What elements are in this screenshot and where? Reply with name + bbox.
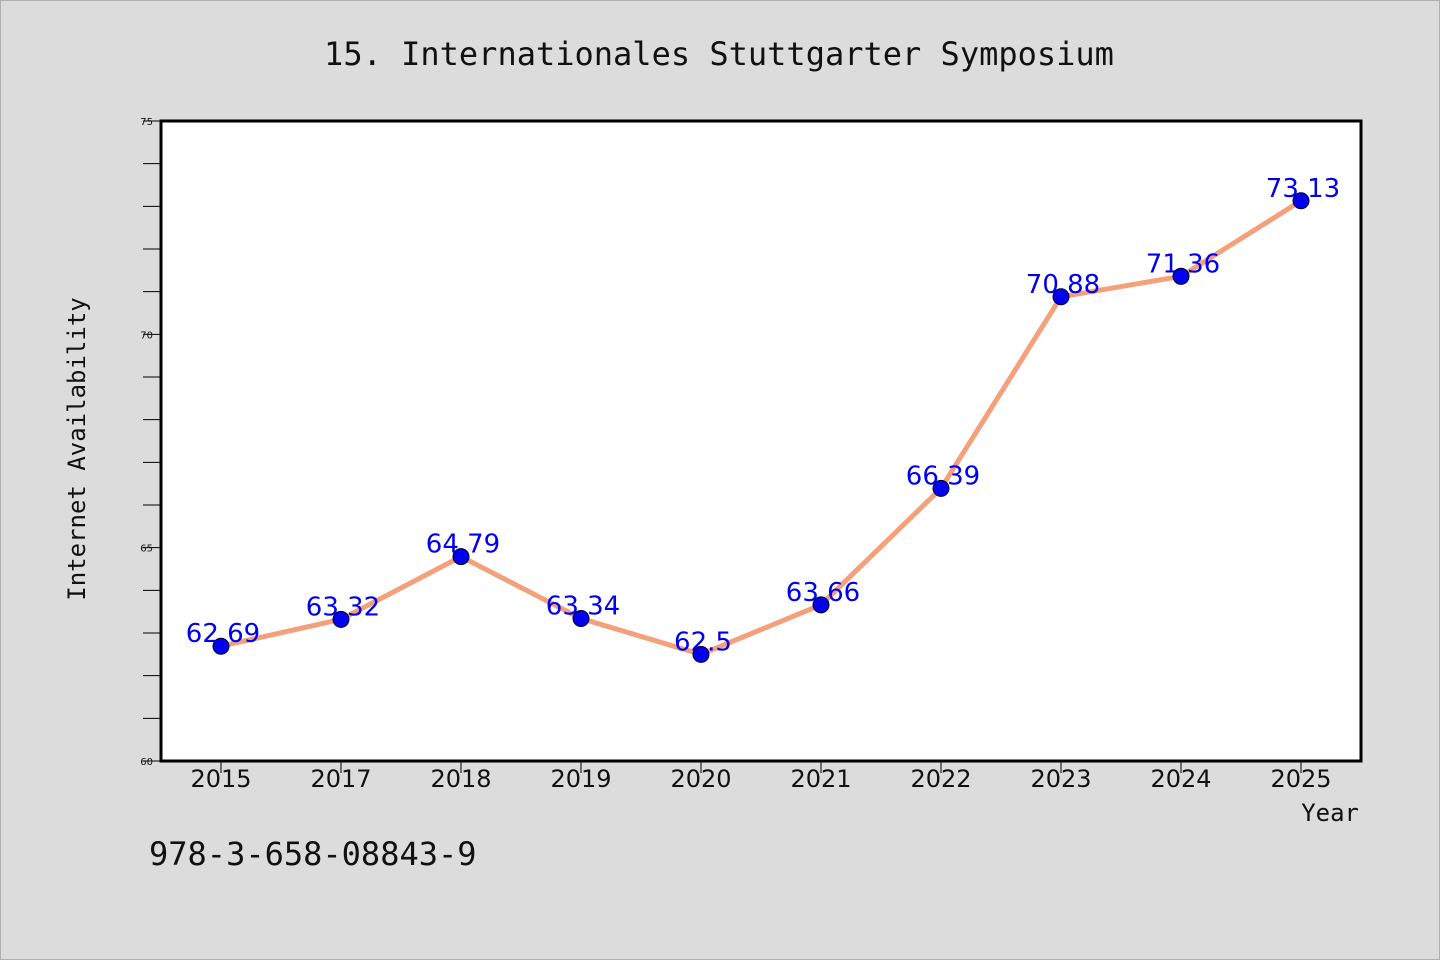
data-point <box>1292 192 1310 210</box>
x-axis: 2015 2017 2018 2019 2020 2021 2022 2023 2024 2025 <box>190 761 1332 793</box>
data-point <box>932 479 950 497</box>
x-tick-label: 2025 <box>1270 765 1331 793</box>
series-layer: 62.6963.3264.7963.3462.563.6666.3970.887… <box>186 174 1340 663</box>
data-point <box>1052 288 1070 306</box>
series-line <box>218 198 1304 657</box>
x-axis-label: Year <box>1301 799 1359 827</box>
y-tick-label: 65 <box>140 544 153 555</box>
data-point <box>452 548 470 566</box>
x-tick-label: 2015 <box>190 765 251 793</box>
x-tick-label: 2021 <box>790 765 851 793</box>
x-tick-label: 2024 <box>1150 765 1211 793</box>
data-point <box>572 609 590 627</box>
y-axis: 60 65 70 75 <box>140 117 161 768</box>
x-tick-label: 2018 <box>430 765 491 793</box>
plot-area <box>159 119 1363 763</box>
x-tick-label: 2023 <box>1030 765 1091 793</box>
y-tick-label: 75 <box>140 117 153 128</box>
data-point <box>692 645 710 663</box>
data-point <box>812 596 830 614</box>
isbn-footer: 978-3-658-08843-9 <box>149 835 477 873</box>
x-tick-label: 2020 <box>670 765 731 793</box>
x-tick-label: 2022 <box>910 765 971 793</box>
y-tick-label: 70 <box>140 330 153 341</box>
y-tick-label: 60 <box>140 757 153 768</box>
x-tick-label: 2019 <box>550 765 611 793</box>
data-point <box>332 610 350 628</box>
y-axis-label: Internet Availability <box>63 297 91 600</box>
data-point <box>212 637 230 655</box>
x-tick-label: 2017 <box>310 765 371 793</box>
chart-title: 15. Internationales Stuttgarter Symposiu… <box>324 35 1114 73</box>
data-point <box>1172 267 1190 285</box>
